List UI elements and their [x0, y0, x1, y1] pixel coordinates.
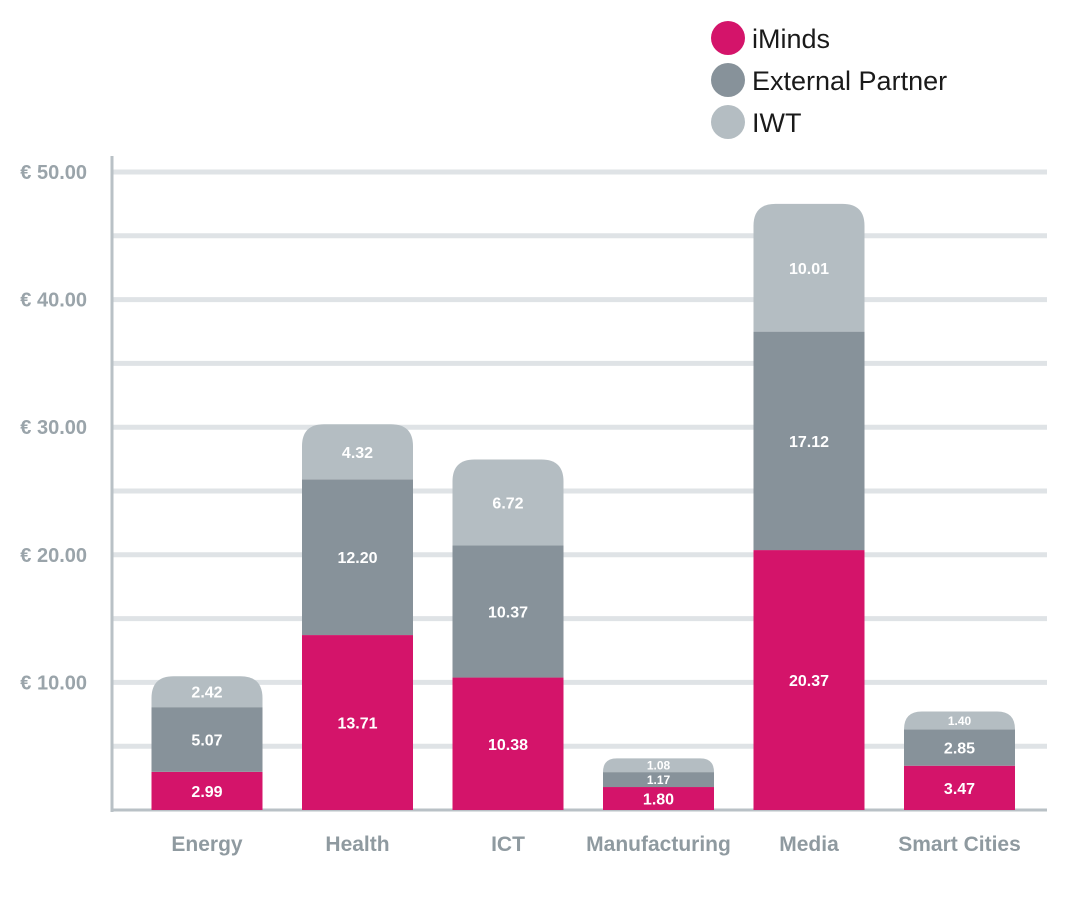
data-label: 13.71 — [337, 716, 377, 733]
data-label: 5.07 — [191, 733, 222, 750]
data-label: 4.32 — [342, 445, 373, 462]
y-tick-label: € 10.00 — [20, 672, 87, 694]
bar-segment — [151, 771, 263, 810]
axes: € 10.00 € 20.00 € 30.00 € 40.00 € 50.00 Energ… — [20, 156, 1047, 856]
bar-segment — [603, 758, 714, 773]
data-label: 2.99 — [191, 784, 222, 801]
legend: iMinds External Partner IWT — [711, 21, 947, 139]
data-label: 17.12 — [789, 434, 829, 451]
x-tick-label: Energy — [171, 833, 243, 856]
bar-segment — [753, 331, 865, 551]
data-label: 3.47 — [944, 781, 975, 798]
bar-segment — [603, 772, 714, 788]
bar-segment — [302, 479, 413, 636]
bar-segment — [151, 707, 263, 772]
legend-swatch — [711, 105, 745, 139]
data-label: 1.80 — [643, 792, 674, 809]
data-labels: 2.99 5.07 2.42 13.71 12.20 4.32 10.38 10.37 6.72… — [191, 261, 975, 809]
data-label: 10.01 — [789, 261, 829, 278]
x-tick-label: Health — [325, 833, 389, 856]
bar-segment — [302, 424, 413, 480]
x-tick-label: Smart Cities — [898, 833, 1021, 856]
gridlines — [112, 169, 1047, 749]
data-label: 20.37 — [789, 673, 829, 690]
data-label: 1.40 — [948, 714, 972, 728]
legend-label: External Partner — [752, 66, 947, 96]
bar-segment — [151, 676, 263, 708]
bar-segment — [753, 203, 865, 332]
bars — [151, 203, 1015, 810]
bar-segment — [904, 729, 1015, 766]
x-tick-label: Media — [779, 833, 839, 856]
y-tick-label: € 30.00 — [20, 417, 87, 439]
bar-segment — [904, 765, 1015, 810]
bar-segment — [302, 635, 413, 810]
legend-swatch — [711, 21, 745, 55]
data-label: 10.37 — [488, 604, 528, 621]
data-label: 1.17 — [647, 773, 671, 787]
bar-segment — [904, 711, 1015, 730]
y-tick-label: € 20.00 — [20, 545, 87, 567]
data-label: 1.08 — [647, 759, 671, 773]
legend-swatch — [711, 63, 745, 97]
data-label: 12.20 — [337, 550, 377, 567]
x-tick-label: ICT — [491, 833, 525, 856]
bar-segment — [452, 677, 564, 810]
data-label: 2.42 — [191, 685, 222, 702]
bar-segment — [603, 787, 714, 810]
data-label: 10.38 — [488, 737, 528, 754]
bar-segment — [452, 545, 564, 678]
y-tick-label: € 40.00 — [20, 290, 87, 312]
data-label: 6.72 — [492, 495, 523, 512]
legend-label: iMinds — [752, 24, 830, 54]
data-label: 2.85 — [944, 741, 975, 758]
legend-label: IWT — [752, 108, 801, 138]
x-tick-label: Manufacturing — [586, 833, 731, 856]
bar-segment — [452, 459, 564, 546]
y-tick-label: € 50.00 — [20, 162, 87, 184]
bar-segment — [753, 550, 865, 810]
